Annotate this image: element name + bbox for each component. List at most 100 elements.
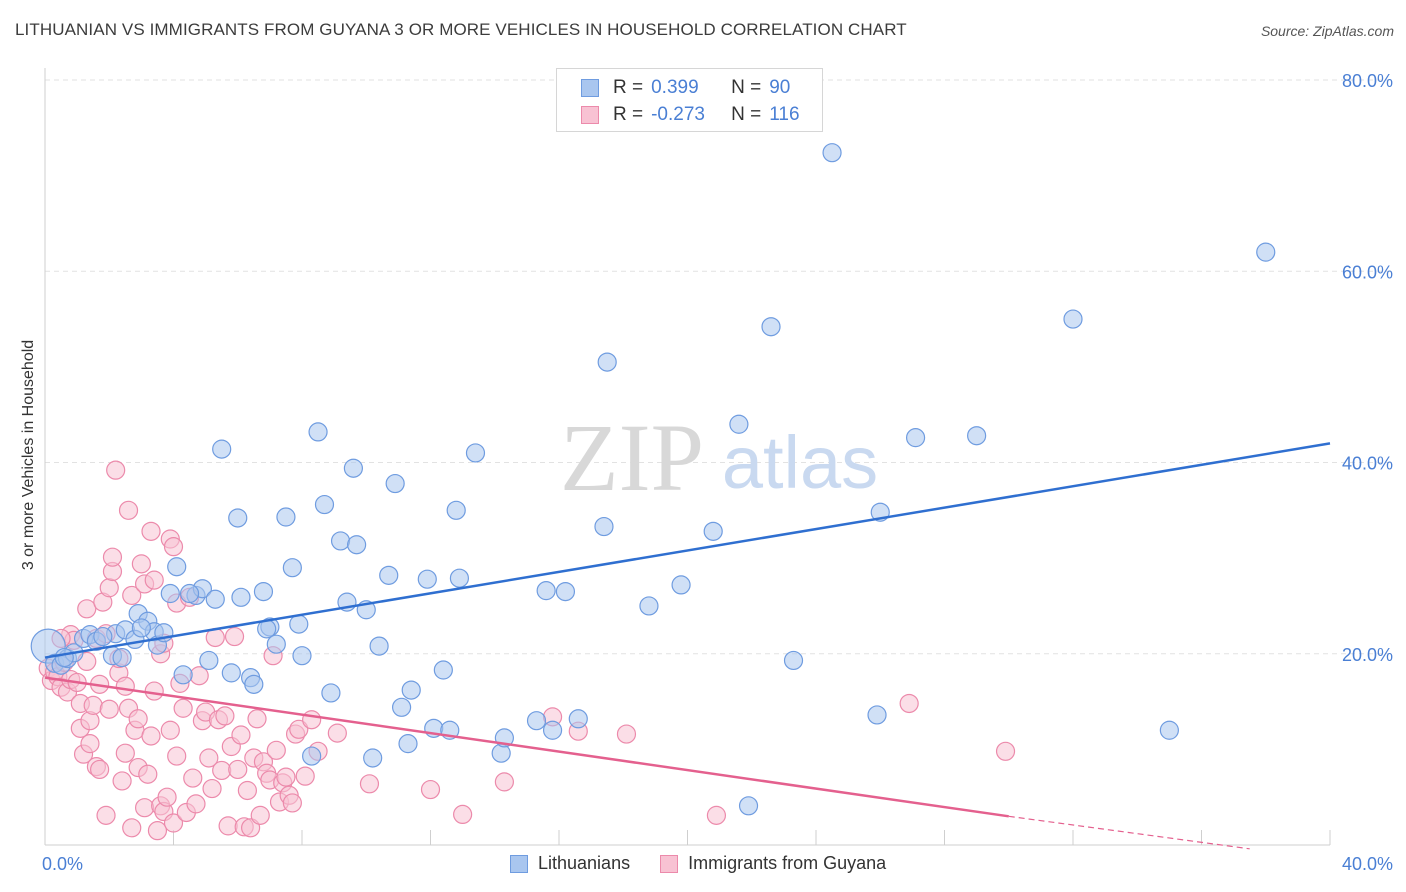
legend-swatch-pink xyxy=(581,106,599,124)
watermark-atlas: atlas xyxy=(722,421,878,504)
guyana-point xyxy=(186,794,206,814)
lithuanian-point xyxy=(289,614,309,634)
legend-item-lithuanians[interactable]: Lithuanians xyxy=(510,853,630,874)
guyana-point xyxy=(80,734,100,754)
guyana-trend-line xyxy=(44,676,1009,818)
lithuanian-point xyxy=(536,581,556,601)
x-tick-label: 0.0% xyxy=(42,854,83,874)
guyana-point xyxy=(141,521,161,541)
lithuanian-point xyxy=(729,414,749,434)
lithuanian-point xyxy=(526,711,547,731)
y-tick-label: 40.0% xyxy=(1342,454,1393,474)
lithuanian-point xyxy=(967,426,987,446)
guyana-point xyxy=(128,709,148,729)
lithuanian-point xyxy=(212,439,232,459)
tick-labels: 20.0% 40.0% 60.0% 80.0% 0.0% 40.0% xyxy=(42,71,1393,874)
y-axis-label: 3 or more Vehicles in Household xyxy=(20,339,37,571)
lithuanian-point xyxy=(363,748,383,768)
lithuanian-points xyxy=(30,143,1276,816)
lithuanian-point xyxy=(369,636,389,656)
legend-swatch-pink xyxy=(660,854,679,873)
guyana-point xyxy=(112,771,132,791)
guyana-point xyxy=(160,720,180,740)
lithuanian-point xyxy=(302,746,322,766)
lithuanian-point xyxy=(244,674,264,694)
guyana-point xyxy=(218,816,238,836)
chart-title: LITHUANIAN VS IMMIGRANTS FROM GUYANA 3 O… xyxy=(15,20,907,39)
guyana-point xyxy=(90,759,110,780)
guyana-point xyxy=(144,681,164,701)
legend-row-lithuanians: R = 0.399 N = 90 xyxy=(581,77,843,99)
lithuanian-point xyxy=(905,428,926,448)
guyana-point xyxy=(616,724,637,744)
legend-item-guyana[interactable]: Immigrants from Guyana xyxy=(660,853,886,874)
guyana-point xyxy=(122,818,142,838)
legend-r-value: 0.399 xyxy=(651,77,699,98)
lithuanian-point xyxy=(179,583,200,604)
lithuanian-point xyxy=(639,596,659,616)
lithuanian-point xyxy=(783,650,804,671)
lithuanian-point xyxy=(253,581,274,602)
lithuanian-point xyxy=(568,709,588,729)
legend-n-value: 90 xyxy=(769,77,791,98)
guyana-point xyxy=(247,709,267,729)
lithuanian-point xyxy=(228,508,248,528)
legend-label-guyana: Immigrants from Guyana xyxy=(688,853,887,873)
guyana-point xyxy=(167,746,187,766)
lithuanian-point xyxy=(433,660,453,680)
y-tick-label: 20.0% xyxy=(1342,645,1393,665)
guyana-point xyxy=(144,570,164,590)
guyana-point xyxy=(212,760,232,781)
guyana-point xyxy=(453,804,473,825)
guyana-point xyxy=(237,780,257,801)
lithuanian-point xyxy=(867,705,887,725)
watermark: ZIP atlas xyxy=(560,404,878,511)
lithuanian-point xyxy=(597,352,617,372)
guyana-point xyxy=(202,778,222,799)
lithuanian-point xyxy=(266,634,286,654)
lithuanian-point xyxy=(93,626,113,647)
legend-r-label: R = xyxy=(613,77,644,98)
series-legend: Lithuanians Immigrants from Guyana xyxy=(510,853,916,874)
lithuanian-point xyxy=(671,575,691,595)
lithuanian-point xyxy=(542,720,563,740)
guyana-point xyxy=(173,698,193,718)
axes xyxy=(44,68,1331,846)
lithuanian-point xyxy=(199,650,219,671)
guyana-point xyxy=(276,767,296,787)
guyana-point xyxy=(115,743,135,763)
guyana-point xyxy=(995,741,1016,761)
guyana-point xyxy=(899,693,919,714)
guyana-point xyxy=(141,726,161,746)
lithuanian-point xyxy=(379,565,399,585)
lithuanian-point xyxy=(594,516,614,537)
lithuanian-point xyxy=(822,143,842,163)
guyana-point xyxy=(83,695,103,715)
guyana-point xyxy=(134,798,155,818)
lithuanian-point xyxy=(173,665,193,685)
lithuanian-point xyxy=(231,587,251,607)
lithuanian-point xyxy=(321,683,341,703)
lithuanian-point xyxy=(417,569,437,589)
guyana-point xyxy=(102,547,123,567)
lithuanian-point xyxy=(703,521,723,541)
guyana-point xyxy=(99,699,119,719)
guyana-point xyxy=(215,706,235,726)
guyana-points xyxy=(38,460,1016,841)
guyana-point xyxy=(302,710,322,730)
lithuanian-point xyxy=(292,646,312,666)
source-label: Source: ZipAtlas.com xyxy=(1260,23,1394,39)
legend-r-value: -0.273 xyxy=(651,104,705,125)
lithuanian-point xyxy=(398,734,418,754)
legend-swatch-blue xyxy=(510,854,528,873)
guyana-point xyxy=(99,578,119,598)
guyana-point xyxy=(228,759,248,780)
lithuanian-point xyxy=(343,458,363,478)
guyana-point xyxy=(420,779,441,800)
lithuanian-point xyxy=(401,680,421,700)
guyana-point xyxy=(77,599,97,619)
lithuanian-point xyxy=(54,647,74,668)
guyana-point xyxy=(199,748,219,768)
lithuanian-trend-line xyxy=(44,442,1331,659)
y-tick-label: 60.0% xyxy=(1342,262,1393,282)
